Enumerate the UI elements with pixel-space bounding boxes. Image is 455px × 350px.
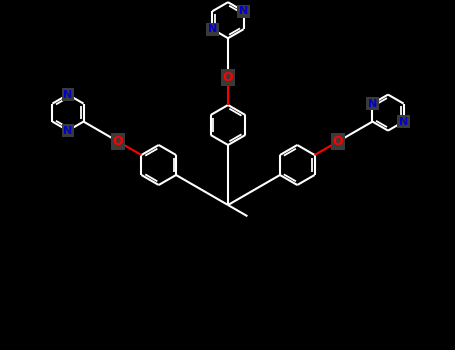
Text: N: N [208,24,217,34]
Text: N: N [63,126,73,135]
Text: O: O [112,135,123,148]
Text: N: N [368,99,377,108]
Text: O: O [222,71,233,84]
Text: N: N [239,6,248,16]
Text: O: O [333,135,344,148]
Text: N: N [399,117,408,127]
Text: N: N [63,90,73,100]
